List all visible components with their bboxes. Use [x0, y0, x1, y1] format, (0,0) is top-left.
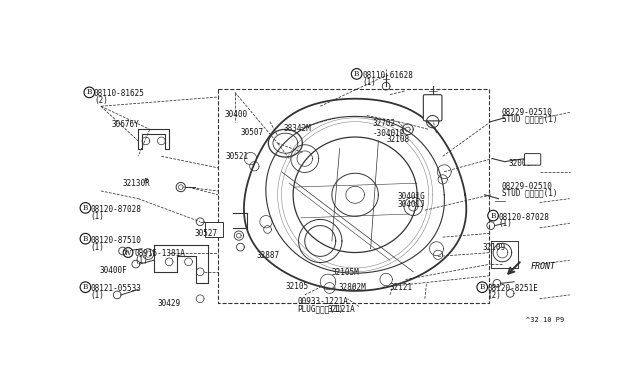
Text: 32702: 32702	[372, 119, 396, 128]
Text: 08229-02510: 08229-02510	[502, 108, 552, 117]
Text: B: B	[83, 235, 88, 243]
Text: 08120-8251E: 08120-8251E	[488, 284, 538, 293]
Text: 08121-05533: 08121-05533	[91, 284, 141, 293]
Text: 30676Y: 30676Y	[111, 120, 139, 129]
Text: B: B	[490, 212, 496, 219]
Text: 32105: 32105	[285, 282, 308, 291]
Text: (1): (1)	[499, 219, 513, 228]
Text: 08120-87510: 08120-87510	[91, 235, 141, 245]
Text: 30400: 30400	[224, 110, 247, 119]
Text: 30401J: 30401J	[397, 200, 426, 209]
Text: 30400F: 30400F	[99, 266, 127, 275]
Text: STUD スタッド(1): STUD スタッド(1)	[502, 189, 557, 198]
Text: B: B	[479, 283, 485, 291]
Text: (1): (1)	[91, 243, 105, 251]
Text: (1): (1)	[362, 78, 376, 87]
Text: B: B	[354, 70, 360, 78]
Text: B: B	[83, 204, 88, 212]
Text: 32121A: 32121A	[328, 305, 356, 314]
Bar	[205, 222, 223, 237]
FancyBboxPatch shape	[423, 95, 442, 121]
Text: 32887: 32887	[257, 251, 280, 260]
Text: FRONT: FRONT	[531, 262, 556, 271]
Text: STUD スタッド(1): STUD スタッド(1)	[502, 115, 557, 124]
Text: 32802M: 32802M	[338, 283, 366, 292]
Text: R: R	[145, 178, 148, 184]
Text: 32108: 32108	[386, 135, 409, 144]
Text: 08915-1381A: 08915-1381A	[134, 249, 185, 258]
Text: (1): (1)	[91, 291, 105, 300]
Text: 32109: 32109	[482, 243, 506, 252]
Text: (1): (1)	[91, 212, 105, 221]
Text: 30507: 30507	[241, 128, 264, 137]
Text: 30401G: 30401G	[397, 192, 426, 202]
Text: 38342M: 38342M	[283, 124, 311, 133]
Text: 32006M: 32006M	[509, 158, 536, 168]
Text: ^32 10 P9: ^32 10 P9	[526, 317, 564, 323]
Text: W: W	[124, 248, 132, 257]
Text: (1): (1)	[134, 256, 148, 264]
Text: 00933-1221A: 00933-1221A	[297, 297, 348, 306]
Text: PLUGプラグ(1): PLUGプラグ(1)	[297, 304, 343, 313]
Text: -30401P: -30401P	[372, 129, 404, 138]
Text: B: B	[86, 89, 92, 96]
Text: 08120-87028: 08120-87028	[499, 212, 549, 221]
Text: 08120-87028: 08120-87028	[91, 205, 141, 214]
Text: 08229-02510: 08229-02510	[502, 182, 552, 191]
Text: (2): (2)	[488, 291, 502, 300]
Text: 32130R: 32130R	[123, 179, 150, 188]
Text: 08110-61628: 08110-61628	[362, 71, 413, 80]
Text: 32105M: 32105M	[332, 268, 360, 277]
Text: 08110-81625: 08110-81625	[94, 89, 145, 98]
FancyBboxPatch shape	[524, 154, 541, 165]
Text: (2): (2)	[94, 96, 108, 105]
Text: 32121: 32121	[390, 283, 413, 292]
Text: 30521: 30521	[226, 153, 249, 161]
Text: B: B	[83, 283, 88, 291]
Text: 30429: 30429	[157, 299, 180, 308]
Text: 30527: 30527	[195, 230, 218, 238]
